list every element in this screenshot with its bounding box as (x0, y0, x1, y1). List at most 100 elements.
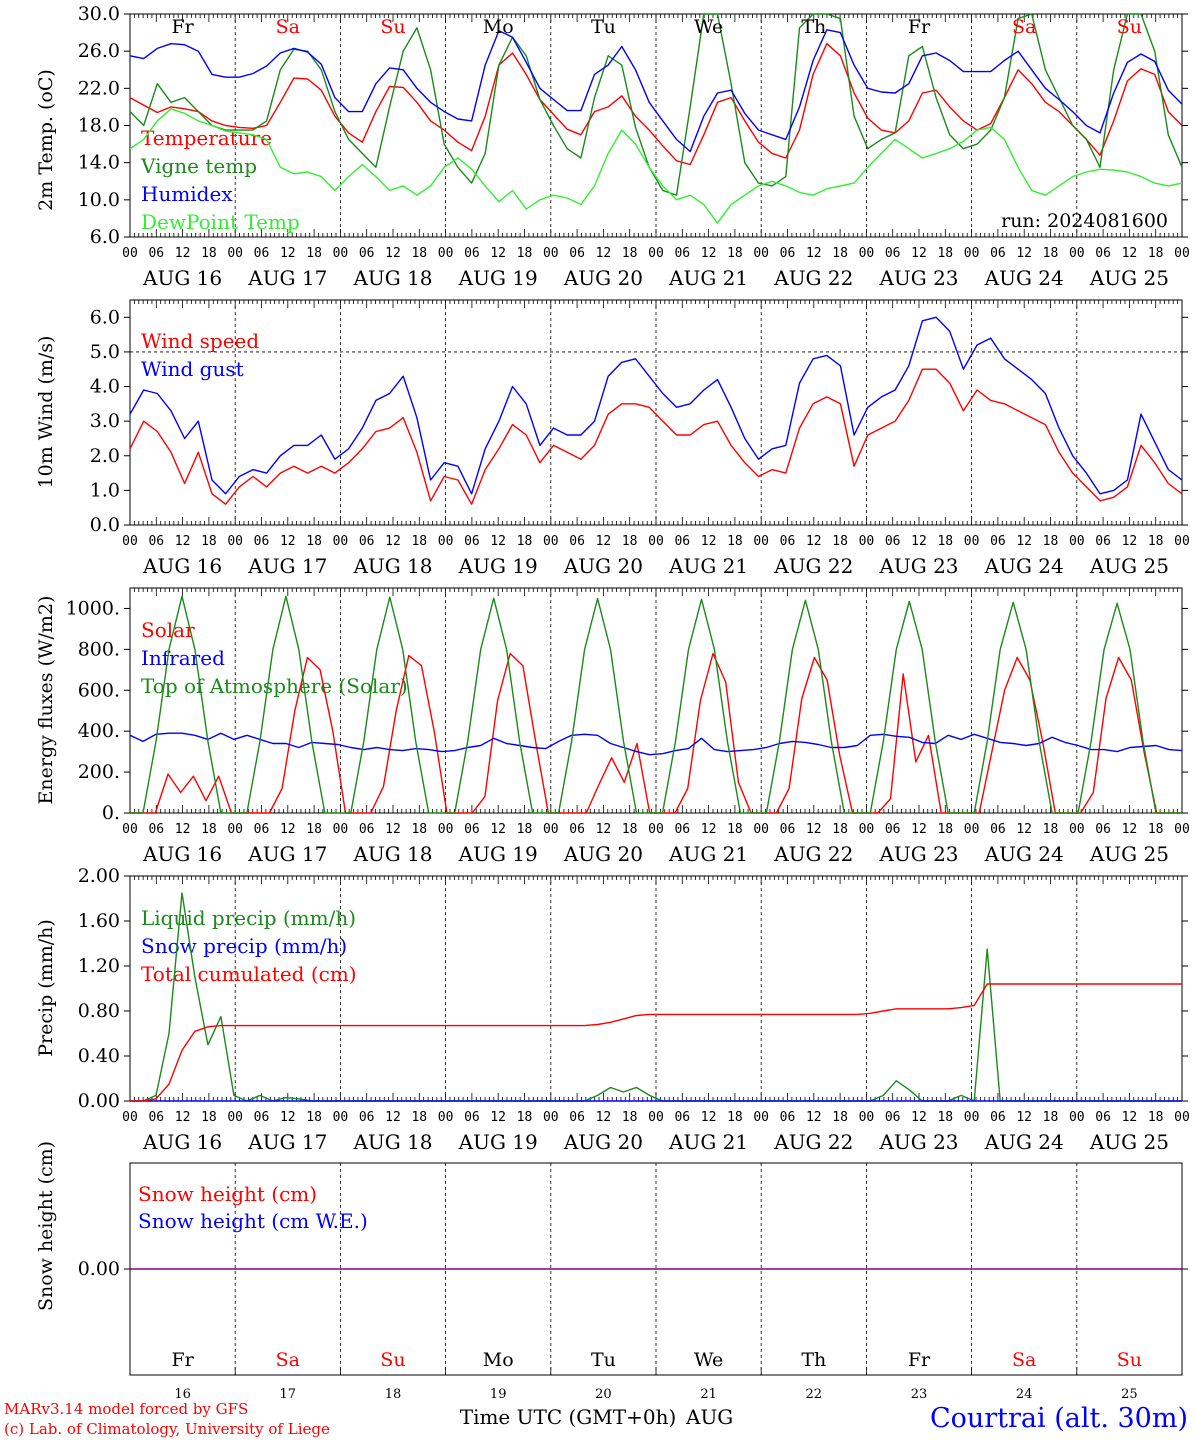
x-day-label: AUG 21 (668, 554, 748, 578)
x-hour-label: 06 (254, 534, 270, 549)
x-hour-label: 00 (859, 534, 875, 549)
x-day-label: AUG 17 (247, 1130, 327, 1154)
x-hour-label: 12 (1122, 822, 1138, 837)
weekday-label: Tu (591, 16, 616, 38)
x-hour-label: 06 (359, 822, 375, 837)
x-hour-label: 06 (780, 822, 796, 837)
y-tick-label: 0. (102, 802, 120, 824)
x-day-label: AUG 20 (563, 554, 643, 578)
y-tick-label: 22.0 (78, 77, 120, 99)
x-day-label: AUG 18 (352, 1130, 432, 1154)
x-hour-label: 00 (753, 822, 769, 837)
y-axis-label: 2m Temp. (oC) (35, 69, 57, 211)
panel-frame (129, 13, 1183, 238)
x-hour-label: 18 (727, 1110, 743, 1125)
x-axis-label: Time UTC (GMT+0h) (460, 1405, 677, 1429)
x-hour-label: 18 (201, 1110, 217, 1125)
run-annotation: run: 2024081600 (1001, 210, 1168, 232)
x-hour-label: 12 (175, 246, 191, 261)
x-hour-label: 00 (859, 1110, 875, 1125)
y-axis-label: Snow height (cm) (35, 1141, 57, 1311)
day-number-label: 19 (490, 1387, 507, 1402)
x-hour-label: 12 (280, 822, 296, 837)
x-day-label: AUG 17 (247, 554, 327, 578)
x-hour-label: 06 (464, 534, 480, 549)
x-hour-label: 06 (885, 246, 901, 261)
y-tick-label: 1000. (66, 597, 120, 619)
weekday-label: Th (801, 1349, 826, 1371)
legend-entry: Snow height (cm W.E.) (138, 1209, 368, 1233)
x-hour-label: 12 (385, 534, 401, 549)
x-hour-label: 06 (885, 1110, 901, 1125)
x-hour-label: 12 (596, 246, 612, 261)
x-hour-label: 18 (201, 246, 217, 261)
x-hour-label: 18 (727, 822, 743, 837)
x-day-label: AUG 16 (142, 1130, 222, 1154)
x-hour-label: 18 (937, 246, 953, 261)
x-hour-label: 00 (1174, 246, 1190, 261)
x-hour-label: 06 (885, 534, 901, 549)
x-hour-label: 18 (306, 534, 322, 549)
x-hour-label: 00 (438, 246, 454, 261)
x-hour-label: 00 (122, 1110, 138, 1125)
x-hour-label: 06 (780, 1110, 796, 1125)
x-hour-label: 06 (359, 1110, 375, 1125)
weekday-label: Sa (1012, 1349, 1036, 1371)
x-hour-label: 18 (1148, 534, 1164, 549)
x-hour-label: 06 (990, 534, 1006, 549)
x-hour-label: 00 (648, 534, 664, 549)
x-hour-label: 00 (964, 822, 980, 837)
x-hour-label: 12 (280, 246, 296, 261)
x-day-label: AUG 19 (458, 554, 538, 578)
x-hour-label: 12 (175, 1110, 191, 1125)
legend-entry: Solar (141, 618, 195, 642)
x-hour-label: 18 (832, 822, 848, 837)
x-hour-label: 12 (490, 246, 506, 261)
x-hour-label: 00 (543, 246, 559, 261)
x-day-label: AUG 23 (878, 842, 958, 866)
series-line-dewpoint-temp (129, 108, 1183, 224)
x-hour-label: 06 (569, 246, 585, 261)
x-day-label: AUG 25 (1089, 554, 1169, 578)
y-tick-label: 1.0 (90, 479, 120, 501)
y-tick-label: 30.0 (78, 3, 120, 25)
x-day-label: AUG 16 (142, 554, 222, 578)
y-tick-label: 6.0 (90, 306, 120, 328)
legend-entry: Liquid precip (mm/h) (141, 906, 356, 930)
x-day-label: AUG 20 (563, 842, 643, 866)
weekday-label: Fr (171, 1349, 194, 1371)
x-hour-label: 00 (1174, 534, 1190, 549)
y-tick-label: 3.0 (90, 410, 120, 432)
x-hour-label: 00 (227, 1110, 243, 1125)
x-hour-label: 12 (385, 822, 401, 837)
x-hour-label: 12 (911, 822, 927, 837)
x-hour-label: 18 (937, 822, 953, 837)
x-hour-label: 00 (964, 246, 980, 261)
x-hour-label: 00 (648, 246, 664, 261)
y-tick-label: 0.80 (78, 1000, 120, 1022)
weekday-label: Sa (1012, 16, 1036, 38)
x-day-label: AUG 25 (1089, 1130, 1169, 1154)
x-hour-label: 00 (438, 822, 454, 837)
legend-entry: Snow precip (mm/h) (141, 934, 347, 958)
x-hour-label: 18 (937, 534, 953, 549)
x-hour-label: 12 (806, 1110, 822, 1125)
x-hour-label: 06 (148, 822, 164, 837)
x-day-label: AUG 16 (142, 842, 222, 866)
x-day-label: AUG 18 (352, 842, 432, 866)
x-hour-label: 00 (1069, 246, 1085, 261)
y-axis-label: Precip (mm/h) (35, 919, 57, 1057)
y-tick-label: 0.0 (90, 514, 120, 536)
x-day-label: AUG 23 (878, 554, 958, 578)
x-hour-label: 12 (385, 246, 401, 261)
x-hour-label: 12 (1016, 822, 1032, 837)
x-hour-label: 06 (569, 534, 585, 549)
weekday-label: Fr (908, 1349, 931, 1371)
day-number-label: 21 (700, 1387, 717, 1402)
x-hour-label: 00 (543, 534, 559, 549)
x-hour-label: 18 (727, 534, 743, 549)
x-hour-label: 12 (701, 1110, 717, 1125)
y-tick-label: 2.0 (90, 445, 120, 467)
x-hour-label: 12 (1016, 246, 1032, 261)
x-hour-label: 06 (254, 1110, 270, 1125)
